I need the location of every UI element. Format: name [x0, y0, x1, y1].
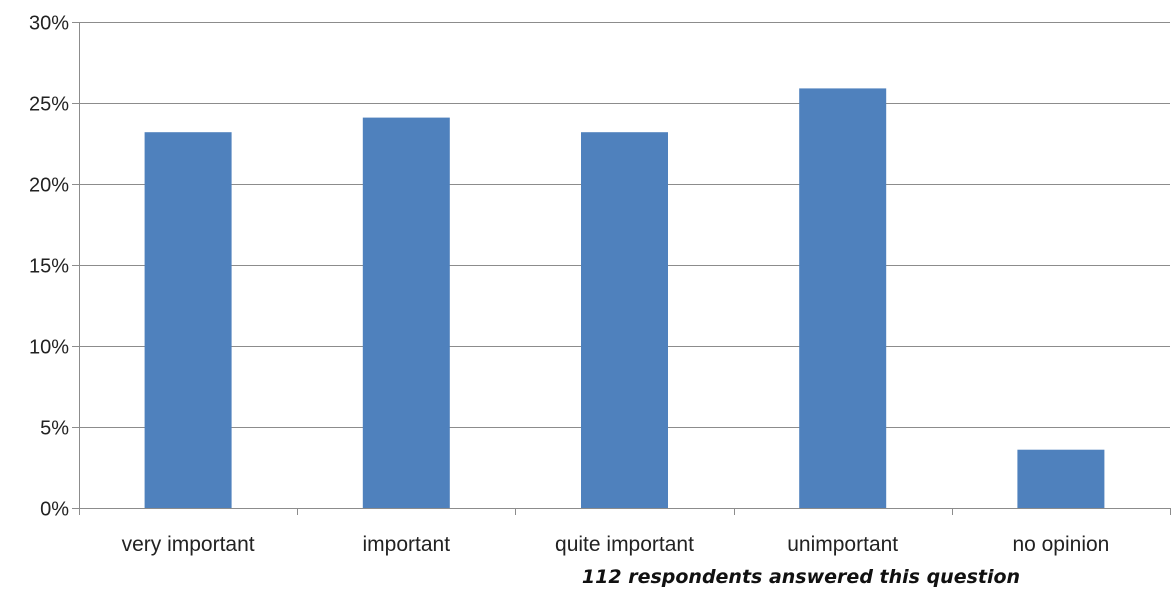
respondents-note: 112 respondents answered this question [582, 566, 1020, 588]
x-category-label: no opinion [1012, 533, 1109, 556]
y-tick-label: 5% [40, 418, 69, 440]
x-category-label: important [363, 533, 451, 556]
y-tick-label: 15% [29, 256, 69, 278]
x-category-label: unimportant [787, 533, 898, 556]
bar-unimportant [799, 88, 887, 509]
y-tick-label: 30% [29, 13, 69, 35]
x-category-label: quite important [555, 533, 694, 556]
y-tick-label: 20% [29, 175, 69, 197]
labels: 0% 5% 10% 15% 20% 25% 30% very important importa… [29, 13, 1109, 557]
axes [72, 22, 1171, 515]
y-tick-label: 0% [40, 499, 69, 521]
bars [144, 88, 1105, 509]
y-tick-label: 10% [29, 337, 69, 359]
bar-very-important [144, 132, 232, 508]
bar-important [362, 117, 450, 508]
y-tick-label: 25% [29, 94, 69, 116]
bar-quite-important [581, 132, 668, 508]
x-category-label: very important [122, 533, 255, 556]
bar-no-opinion [1017, 449, 1105, 508]
